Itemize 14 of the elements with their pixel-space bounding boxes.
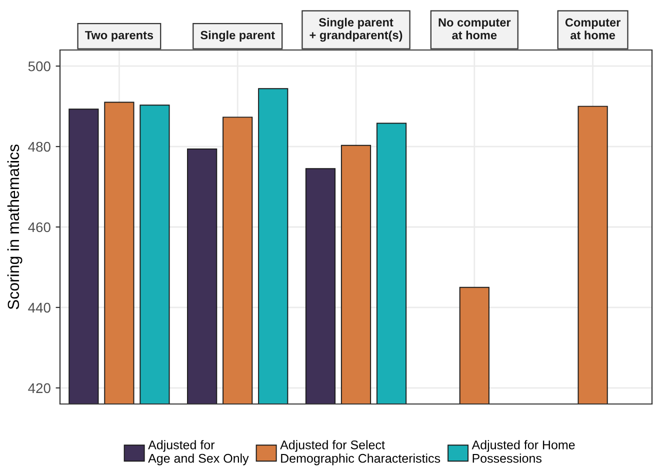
y-tick-label: 480	[28, 142, 50, 152]
y-axis-title: Scoring in mathematics	[7, 144, 22, 310]
x-tick-label: No computer at home	[438, 18, 511, 40]
y-tick-label: 440	[28, 302, 50, 313]
legend-label: Adjusted for Home Possessions	[472, 440, 575, 463]
x-tick-label: Single parent	[200, 30, 275, 42]
y-tick-label: 460	[28, 222, 50, 232]
legend-label: Adjusted for Select Demographic Characteristics	[280, 440, 440, 466]
x-tick-label: Two parents	[85, 31, 154, 42]
y-tick-label: 500	[28, 61, 50, 72]
legend-label: Adjusted for Age and Sex Only	[148, 440, 249, 466]
y-tick-label: 420	[28, 383, 50, 394]
x-tick-label: Single parent + grandparent(s)	[310, 18, 402, 42]
x-tick-label: Computer at home	[565, 18, 620, 40]
